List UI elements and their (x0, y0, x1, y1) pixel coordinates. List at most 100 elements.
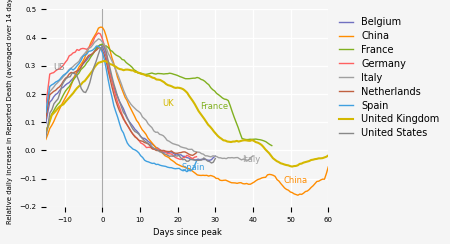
France (234, 121, 239, 124)
Text: Spain: Spain (181, 163, 205, 172)
Belgium (207, 159, 212, 162)
China (325, 165, 331, 168)
United Kingdom (325, 154, 331, 157)
France (269, 144, 274, 147)
United States (95, 54, 101, 57)
Germany (132, 135, 138, 138)
Spain (94, 45, 99, 48)
Belgium (212, 155, 218, 158)
Belgium (78, 66, 84, 69)
Italy (59, 77, 64, 80)
Germany (178, 158, 184, 161)
Line: Germany: Germany (46, 33, 197, 160)
United Kingdom (98, 61, 103, 64)
Text: France: France (200, 102, 228, 111)
United States (209, 162, 214, 164)
Belgium (64, 82, 70, 85)
Spain (132, 148, 138, 151)
France (183, 77, 188, 80)
China (170, 159, 176, 162)
Line: Netherlands: Netherlands (46, 48, 197, 155)
France (99, 43, 105, 46)
Germany (107, 72, 112, 75)
Germany (105, 62, 111, 65)
Belgium (132, 128, 138, 131)
Italy (244, 159, 250, 162)
China (231, 181, 236, 184)
France (228, 104, 233, 107)
Netherlands (43, 117, 49, 120)
China (43, 138, 49, 141)
Italy (43, 115, 49, 118)
China (113, 68, 118, 71)
Netherlands (105, 69, 111, 72)
Line: Italy: Italy (46, 39, 253, 160)
Spain (105, 78, 111, 81)
Text: China: China (283, 176, 307, 185)
Spain (80, 55, 86, 58)
Line: United Kingdom: United Kingdom (46, 61, 328, 167)
Germany (43, 104, 49, 107)
Netherlands (132, 135, 138, 138)
United Kingdom (180, 88, 186, 91)
Line: Spain: Spain (46, 46, 197, 172)
Netherlands (190, 154, 195, 157)
China (98, 26, 103, 29)
X-axis label: Days since peak: Days since peak (153, 228, 221, 237)
Belgium (61, 86, 66, 89)
Text: UK: UK (162, 99, 174, 108)
China (94, 31, 99, 34)
United Kingdom (63, 101, 68, 103)
United States (99, 45, 105, 48)
Spain (194, 160, 199, 163)
Italy (96, 37, 101, 40)
United States (83, 91, 88, 94)
United States (119, 105, 124, 108)
Belgium (98, 43, 103, 46)
Belgium (195, 158, 201, 161)
Italy (115, 73, 120, 76)
Germany (80, 47, 86, 50)
Netherlands (80, 62, 86, 65)
Italy (182, 146, 187, 149)
China (80, 60, 86, 63)
Netherlands (194, 151, 199, 154)
United Kingdom (219, 137, 224, 140)
United States (43, 136, 49, 139)
France (253, 138, 259, 141)
United Kingdom (246, 139, 251, 142)
France (196, 77, 202, 80)
Spain (43, 111, 49, 114)
United Kingdom (43, 131, 49, 134)
United States (132, 130, 138, 133)
Germany (84, 48, 90, 51)
Line: Belgium: Belgium (46, 45, 215, 160)
Line: United States: United States (46, 47, 215, 163)
Y-axis label: Relative daily increase in Reported Death (averaged over 14 days): Relative daily increase in Reported Deat… (7, 0, 14, 224)
Spain (107, 88, 112, 91)
United States (184, 160, 189, 163)
Spain (155, 163, 161, 166)
Text: Italy: Italy (242, 155, 260, 164)
Italy (157, 133, 162, 136)
Netherlands (155, 149, 161, 152)
Italy (104, 46, 109, 49)
France (122, 59, 127, 61)
Germany (96, 31, 101, 34)
United Kingdom (102, 60, 107, 62)
China (295, 194, 301, 197)
Belgium (111, 85, 117, 88)
United States (212, 157, 218, 160)
Germany (155, 148, 161, 151)
United Kingdom (289, 165, 295, 168)
Netherlands (107, 77, 112, 80)
Netherlands (84, 57, 90, 60)
Spain (184, 170, 189, 173)
United States (72, 72, 77, 75)
Line: China: China (46, 27, 328, 195)
Belgium (43, 122, 49, 124)
United Kingdom (186, 94, 192, 97)
Netherlands (98, 46, 103, 49)
Line: France: France (46, 44, 272, 146)
Text: US: US (54, 63, 65, 72)
